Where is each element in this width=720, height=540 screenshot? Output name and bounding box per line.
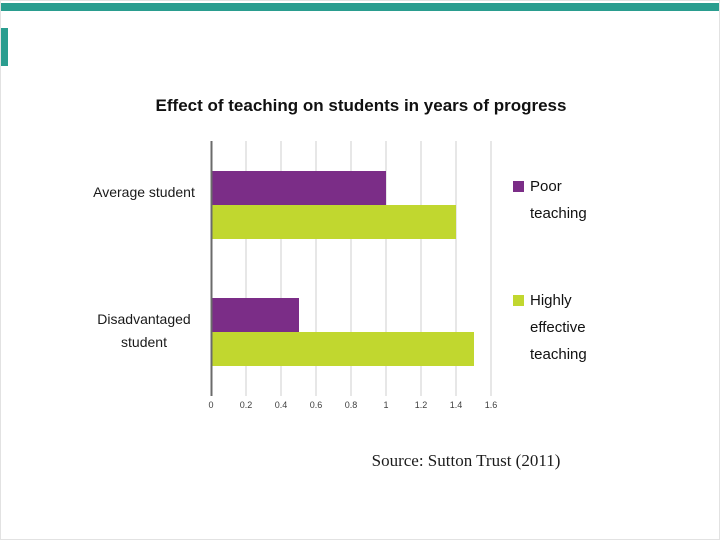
top-edge-strip — [1, 3, 719, 11]
gridline — [280, 141, 282, 396]
source-note: Source: Sutton Trust (2011) — [371, 451, 561, 470]
x-tick-label: 0 — [208, 400, 214, 410]
gridline — [420, 141, 422, 396]
bar-highly-effective-teaching-0 — [211, 204, 456, 239]
category-label: Average student — [93, 183, 195, 200]
legend-item: Poor teaching — [513, 173, 613, 227]
x-tick-label: 1 — [383, 400, 389, 410]
legend-swatch — [513, 295, 524, 306]
legend-item: Highly effective teaching — [513, 287, 613, 368]
bar-poor-teaching-0 — [211, 170, 386, 205]
left-edge-strip — [1, 28, 8, 66]
x-tick-label: 0.8 — [344, 400, 358, 410]
x-tick-label: 0.2 — [239, 400, 253, 410]
x-axis: 0 0.2 0.4 0.6 0.8 1 1.2 1.4 1.6 — [208, 400, 497, 414]
gridline — [455, 141, 457, 396]
x-tick-label: 0.6 — [309, 400, 323, 410]
gridline — [245, 141, 247, 396]
category-label: Disadvantaged student — [97, 311, 191, 350]
gridline — [490, 141, 492, 396]
gridline — [385, 141, 387, 396]
bar-poor-teaching-1 — [211, 298, 299, 333]
x-tick-label: 1.2 — [414, 400, 428, 410]
legend-label: Poor teaching — [530, 178, 587, 222]
legend: Poor teaching Highly effective teaching — [513, 173, 613, 428]
plot-area — [210, 141, 492, 396]
x-tick-label: 0.4 — [274, 400, 288, 410]
legend-label: Highly effective teaching — [530, 292, 587, 363]
chart-title: Effect of teaching on students in years … — [155, 96, 567, 115]
gridline — [350, 141, 352, 396]
y-axis-line — [210, 141, 213, 396]
x-tick-label: 1.4 — [449, 400, 463, 410]
gridline — [315, 141, 317, 396]
legend-swatch — [513, 181, 524, 192]
bar-highly-effective-teaching-1 — [211, 332, 474, 367]
x-tick-label: 1.6 — [484, 400, 498, 410]
category-labels: Average student Disadvantaged student — [83, 141, 205, 396]
